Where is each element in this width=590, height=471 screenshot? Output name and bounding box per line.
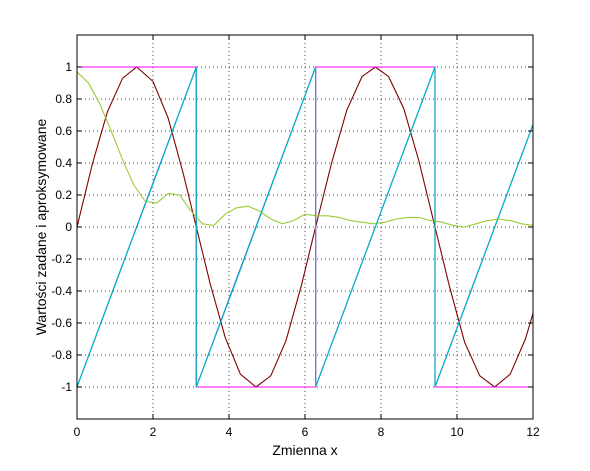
y-tick-label: 1 [65,60,72,74]
y-tick-label: -0.4 [51,284,72,298]
y-axis-label: Wartości zadane i aproksymowane [33,118,49,335]
y-tick-label: -0.8 [51,348,72,362]
series-group [76,66,534,388]
y-tick-label: 0.6 [55,124,72,138]
series-line-5 [76,66,534,388]
y-tick-label: -0.6 [51,316,72,330]
x-tick-label: 12 [526,425,540,439]
x-tick-label: 0 [74,425,81,439]
y-tick-label: -1 [61,380,72,394]
grid-lines [77,35,533,419]
x-tick-label: 2 [150,425,157,439]
x-tick-label: 10 [450,425,464,439]
x-tick-label: 6 [302,425,309,439]
y-tick-label: 0.2 [55,188,72,202]
x-tick-label: 8 [378,425,385,439]
y-tick-label: 0 [65,220,72,234]
y-tick-label: 0.4 [55,156,72,170]
series-line-1 [76,66,534,388]
series-line-4 [76,71,534,228]
ticks-group: 0 2 4 6 8 10 12 -1 -0.8 -0.6 -0.4 -0.2 0 0.2 0.4 0.6 0.8… [51,35,540,439]
x-axis-label: Zmienna x [272,442,337,458]
y-tick-label: -0.2 [51,252,72,266]
x-tick-label: 4 [226,425,233,439]
y-tick-label: 0.8 [55,92,72,106]
